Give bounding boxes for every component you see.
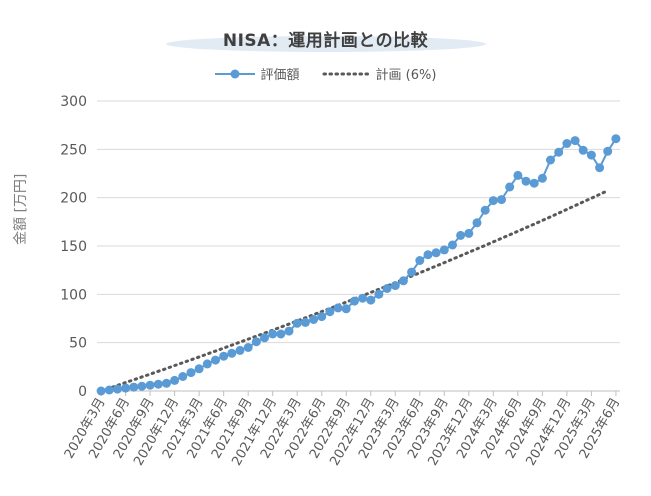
data-point-valuation <box>537 173 547 183</box>
data-point-valuation <box>276 329 286 339</box>
data-point-valuation <box>407 267 417 277</box>
data-point-valuation <box>595 163 605 173</box>
data-point-valuation <box>235 345 245 355</box>
data-point-valuation <box>382 284 392 293</box>
data-point-valuation <box>121 383 131 393</box>
data-point-valuation <box>243 343 253 352</box>
legend-item-plan: 計画 (6%) <box>322 64 437 83</box>
legend-plan-swatch <box>322 72 370 75</box>
y-tick-label: 250 <box>60 142 87 158</box>
y-tick-label: 50 <box>69 336 87 352</box>
data-point-valuation <box>570 136 580 146</box>
legend-item-valuation: 評価額 <box>214 64 300 83</box>
data-point-valuation <box>374 289 384 299</box>
data-point-valuation <box>268 329 278 339</box>
data-point-valuation <box>104 385 114 395</box>
data-point-valuation <box>292 318 302 328</box>
y-tick-label: 150 <box>60 239 87 255</box>
data-point-valuation <box>431 248 441 258</box>
data-point-valuation <box>284 326 294 336</box>
data-point-valuation <box>562 139 572 148</box>
data-point-valuation <box>480 205 490 215</box>
data-point-valuation <box>219 351 229 361</box>
data-point-valuation <box>513 170 523 180</box>
data-point-valuation <box>603 146 613 156</box>
data-point-valuation <box>309 315 319 324</box>
legend-valuation-label: 評価額 <box>260 68 300 83</box>
data-point-valuation <box>227 348 237 358</box>
data-point-valuation <box>488 196 498 206</box>
data-point-valuation <box>153 379 163 389</box>
data-point-valuation <box>554 147 564 157</box>
y-tick-label: 100 <box>60 287 87 303</box>
data-point-valuation <box>439 245 449 255</box>
data-point-valuation <box>251 337 261 347</box>
data-point-valuation <box>415 256 425 265</box>
data-point-valuation <box>521 176 531 186</box>
legend-plan-label: 計画 (6%) <box>375 68 437 83</box>
data-point-valuation <box>456 230 466 240</box>
data-point-valuation <box>325 307 335 317</box>
data-point-valuation <box>112 384 122 394</box>
y-tick-label: 0 <box>78 384 87 400</box>
data-point-valuation <box>317 312 327 322</box>
legend-valuation-swatch <box>214 69 255 78</box>
data-point-valuation <box>170 375 180 385</box>
data-point-valuation <box>505 182 515 192</box>
y-tick-label: 200 <box>60 191 87 207</box>
data-point-valuation <box>178 372 188 381</box>
data-point-valuation <box>423 250 433 260</box>
data-point-valuation <box>194 364 204 374</box>
data-point-valuation <box>358 293 368 303</box>
data-point-valuation <box>333 303 343 313</box>
legend: 評価額 計画 (6%) <box>0 64 651 83</box>
data-point-valuation <box>529 178 539 188</box>
data-point-valuation <box>586 150 596 160</box>
data-point-valuation <box>137 381 147 391</box>
data-point-valuation <box>464 228 474 238</box>
data-point-valuation <box>472 218 482 228</box>
data-point-valuation <box>448 240 457 250</box>
title-decoration <box>166 36 486 52</box>
data-point-valuation <box>129 382 139 392</box>
data-point-valuation <box>260 333 269 343</box>
data-point-valuation <box>349 296 359 306</box>
data-point-valuation <box>611 134 621 144</box>
y-tick-label: 300 <box>60 94 87 110</box>
data-point-valuation <box>398 276 408 286</box>
data-point-valuation <box>546 155 555 165</box>
data-point-valuation <box>300 317 310 327</box>
data-point-valuation <box>186 368 196 378</box>
data-point-valuation <box>578 145 588 155</box>
data-point-valuation <box>366 295 376 305</box>
data-point-valuation <box>162 378 171 388</box>
chart-title: NISA：運用計画との比較 <box>222 31 429 51</box>
data-point-valuation <box>145 380 155 390</box>
data-point-valuation <box>497 195 506 205</box>
data-point-valuation <box>202 359 212 369</box>
data-point-valuation <box>96 386 106 396</box>
data-point-valuation <box>341 304 351 314</box>
series-line-plan <box>99 189 608 393</box>
data-point-valuation <box>211 355 220 365</box>
data-point-valuation <box>390 281 400 291</box>
